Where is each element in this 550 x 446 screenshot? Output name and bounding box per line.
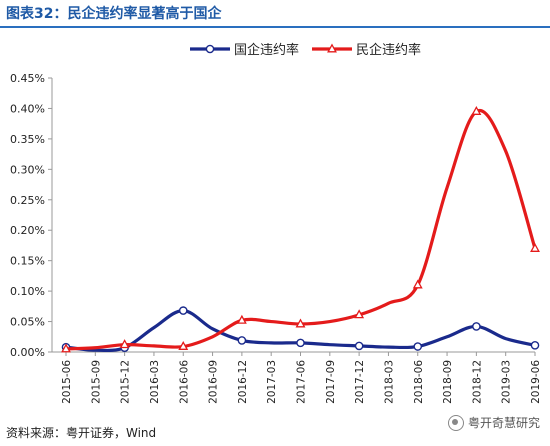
x-tick-label: 2017-12	[354, 360, 366, 404]
figure-title: 图表32：民企违约率显著高于国企	[6, 6, 222, 22]
series-1-point	[354, 341, 364, 351]
y-tick-label: 0.40%	[10, 102, 45, 115]
series-2-point	[354, 309, 365, 319]
x-tick-label: 2018-09	[442, 360, 454, 404]
x-tick-label: 2019-06	[530, 360, 542, 404]
watermark-text: 粤开奇慧研究	[467, 416, 540, 430]
legend-marker-1	[205, 44, 215, 54]
series-2-point	[178, 340, 189, 350]
y-tick-label: 0.25%	[10, 194, 45, 207]
series-1-point	[413, 342, 423, 351]
x-tick-label: 2018-06	[413, 360, 425, 404]
series-1-point	[296, 338, 305, 348]
x-tick-label: 2017-03	[266, 360, 278, 404]
series-1-point	[472, 322, 481, 331]
series-1-point	[530, 341, 540, 350]
series-1-point	[237, 336, 247, 345]
y-tick-label: 0.00%	[10, 346, 45, 359]
series-1-point	[178, 306, 188, 315]
series-2-point	[61, 343, 71, 353]
x-tick-label: 2019-03	[501, 360, 513, 404]
y-tick-label: 0.35%	[10, 133, 45, 146]
y-tick-label: 0.20%	[10, 224, 45, 237]
x-tick-label: 2016-03	[149, 360, 161, 404]
x-tick-label: 2015-06	[61, 360, 73, 404]
y-tick-label: 0.15%	[10, 255, 45, 268]
x-tick-label: 2017-06	[296, 360, 308, 404]
y-tick-label: 0.10%	[10, 285, 45, 298]
y-tick-label: 0.45%	[10, 72, 45, 85]
wechat-icon	[447, 414, 464, 431]
x-tick-label: 2017-09	[325, 360, 337, 404]
legend-label-2: 民企违约率	[356, 42, 421, 58]
y-tick-label: 0.05%	[10, 316, 45, 329]
y-tick-label: 0.30%	[10, 163, 45, 176]
legend-label-1: 国企违约率	[234, 42, 299, 58]
x-tick-label: 2015-12	[120, 360, 132, 404]
line-chart: 0.00% 0.05% 0.10% 0.15% 0.20% 0.25% 0.30% 0.35%…	[10, 42, 542, 404]
source-note: 资料来源：粤开证券，Wind	[6, 426, 157, 440]
series-2-point	[471, 105, 482, 115]
series-2-point	[236, 314, 247, 324]
series-2-point	[295, 318, 306, 328]
series-line-2	[64, 108, 537, 351]
x-tick-label: 2018-03	[383, 360, 395, 404]
x-tick-label: 2018-12	[471, 360, 483, 404]
x-tick-label: 2016-06	[178, 360, 190, 404]
x-tick-label: 2016-09	[208, 360, 220, 404]
series-2-point	[119, 339, 130, 349]
figure-title-bar: 图表32：民企违约率显著高于国企	[0, 0, 550, 28]
watermark: 粤开奇慧研究	[447, 414, 540, 431]
legend-marker-2	[327, 43, 337, 53]
x-tick-label: 2015-09	[90, 360, 102, 404]
series-2-point	[530, 242, 540, 252]
series-2-point	[412, 279, 423, 289]
x-tick-label: 2016-12	[237, 360, 249, 404]
